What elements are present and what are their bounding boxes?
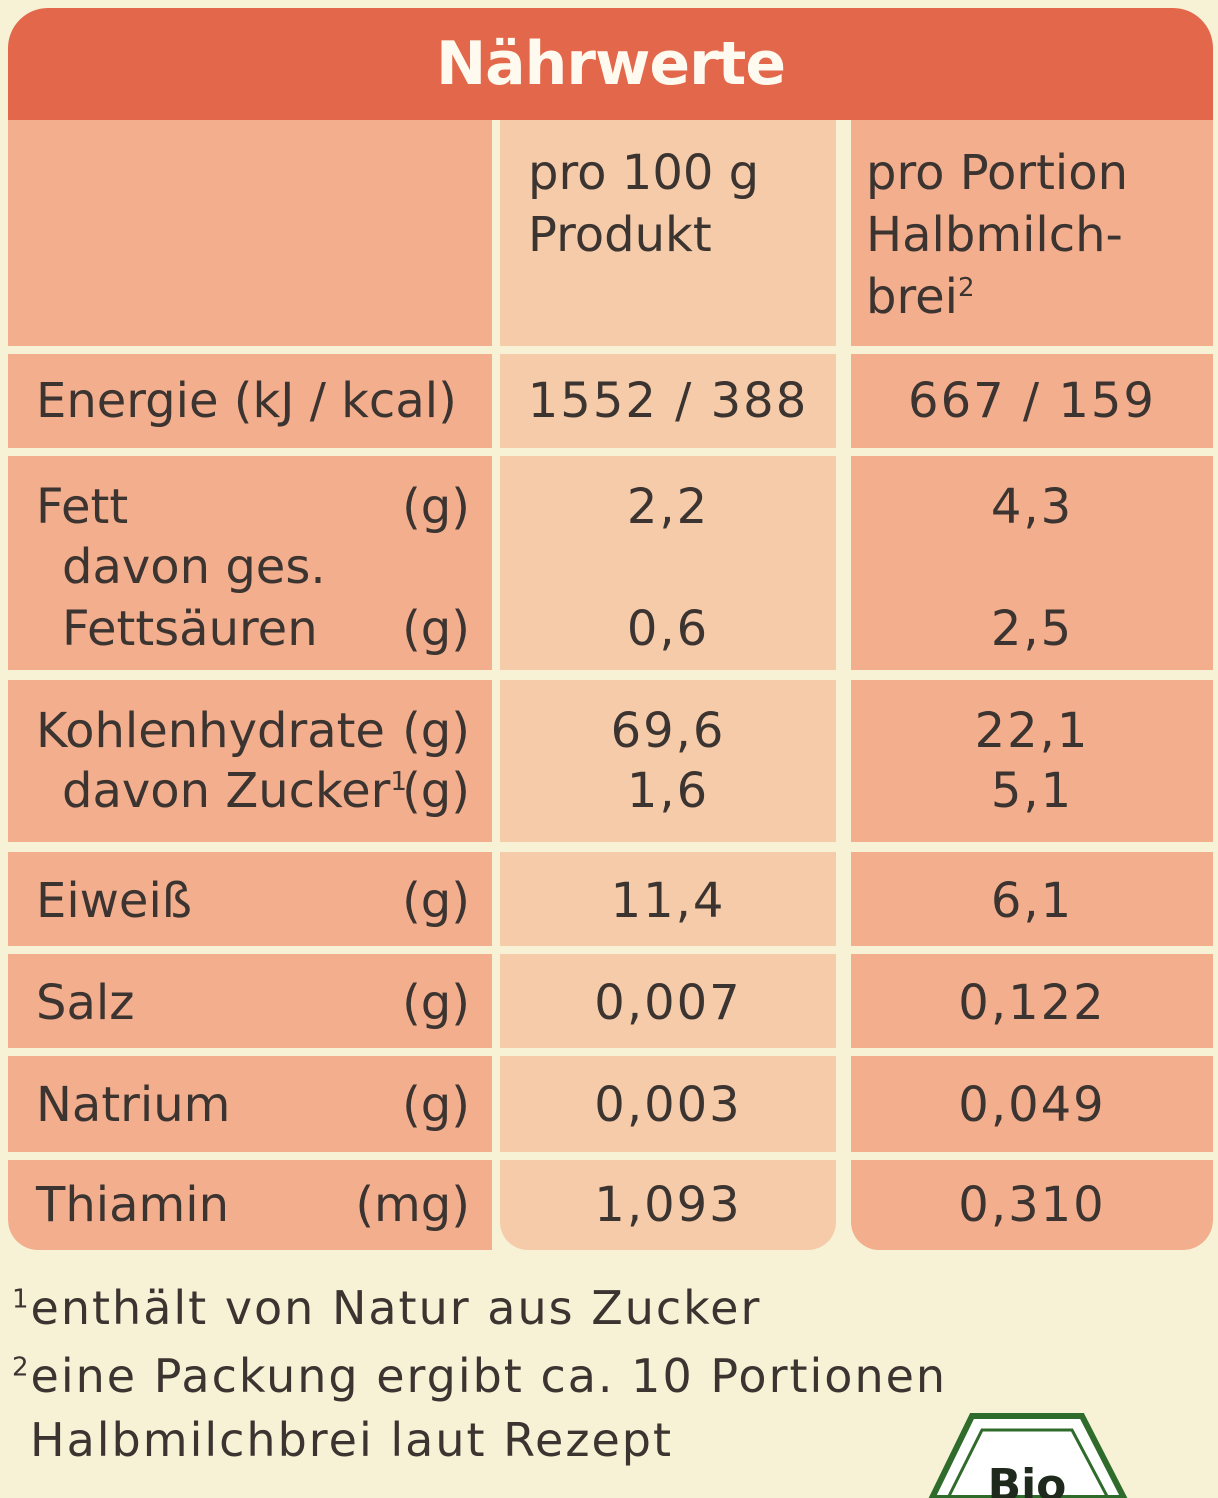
value-eiweiss-100g: 11,4 — [610, 873, 726, 929]
unit-eiweiss: (g) — [402, 873, 470, 929]
label-fett: Fett — [36, 479, 129, 535]
value-fettsaeuren-portion: 2,5 — [990, 601, 1074, 657]
row-label-thiamin: Thiamin (mg) — [8, 1160, 492, 1250]
value-natrium-portion: 0,049 — [958, 1077, 1106, 1133]
label-fettsaeuren: Fettsäuren — [62, 601, 318, 657]
value-fettsaeuren-100g: 0,6 — [626, 601, 710, 657]
value-kohlenhydrate-portion: 22,1 — [974, 703, 1090, 759]
row-portion-fett: 4,3 2,5 — [851, 456, 1213, 670]
label-thiamin: Thiamin — [36, 1177, 230, 1233]
table-title: Nährwerte — [8, 8, 1213, 120]
value-salz-100g: 0,007 — [594, 975, 742, 1031]
value-zucker-portion: 5,1 — [990, 763, 1074, 819]
unit-fettsaeuren: (g) — [402, 601, 470, 657]
row-per100-eiweiss: 11,4 — [500, 852, 836, 946]
bio-seal-logo: Bio — [928, 1413, 1128, 1498]
row-portion-natrium: 0,049 — [851, 1056, 1213, 1152]
value-energie-portion: 667 / 159 — [908, 373, 1156, 429]
footnote-2: 2eine Packung ergibt ca. 10 Portionen — [12, 1349, 948, 1403]
row-per100-kohlenhydrate: 69,6 1,6 — [500, 680, 836, 842]
unit-zucker: (g) — [402, 763, 470, 819]
row-label-salz: Salz (g) — [8, 954, 492, 1048]
label-eiweiss: Eiweiß — [36, 873, 193, 929]
value-kohlenhydrate-100g: 69,6 — [610, 703, 726, 759]
label-natrium: Natrium — [36, 1077, 231, 1133]
header-empty-cell — [8, 120, 492, 346]
row-per100-fett: 2,2 0,6 — [500, 456, 836, 670]
row-label-kohlenhydrate: Kohlenhydrate (g) davon Zucker1 (g) — [8, 680, 492, 842]
value-fett-100g: 2,2 — [626, 479, 710, 535]
unit-salz: (g) — [402, 975, 470, 1031]
header-per-portion: pro Portion Halbmilch- brei2 — [851, 120, 1213, 346]
row-label-fett: Fett (g) davon ges. Fettsäuren (g) — [8, 456, 492, 670]
label-salz: Salz — [36, 975, 135, 1031]
row-per100-salz: 0,007 — [500, 954, 836, 1048]
value-energie-100g: 1552 / 388 — [527, 373, 809, 429]
value-thiamin-portion: 0,310 — [958, 1177, 1106, 1233]
unit-fett: (g) — [402, 479, 470, 535]
header-per-100g: pro 100 g Produkt — [500, 120, 836, 346]
label-davon-ges: davon ges. — [62, 539, 326, 595]
row-per100-energie: 1552 / 388 — [500, 354, 836, 448]
label-kohlenhydrate: Kohlenhydrate — [36, 703, 385, 759]
value-natrium-100g: 0,003 — [594, 1077, 742, 1133]
unit-natrium: (g) — [402, 1077, 470, 1133]
value-zucker-100g: 1,6 — [626, 763, 710, 819]
row-portion-eiweiss: 6,1 — [851, 852, 1213, 946]
unit-thiamin: (mg) — [355, 1177, 470, 1233]
row-per100-thiamin: 1,093 — [500, 1160, 836, 1250]
row-portion-thiamin: 0,310 — [851, 1160, 1213, 1250]
value-salz-portion: 0,122 — [958, 975, 1106, 1031]
value-fett-portion: 4,3 — [990, 479, 1074, 535]
header-per-100g-line1: pro 100 g — [528, 145, 760, 201]
header-per-portion-line1: pro Portion — [866, 145, 1129, 201]
nutrition-table: Nährwerte pro 100 g Produkt pro Portion … — [8, 8, 1213, 1250]
row-label-natrium: Natrium (g) — [8, 1056, 492, 1152]
header-per-portion-line2: Halbmilch- — [866, 207, 1123, 263]
header-per-100g-line2: Produkt — [528, 207, 712, 263]
row-label-eiweiss: Eiweiß (g) — [8, 852, 492, 946]
row-per100-natrium: 0,003 — [500, 1056, 836, 1152]
footnote-1: 1enthält von Natur aus Zucker — [12, 1281, 762, 1335]
row-label-energie: Energie (kJ / kcal) — [8, 354, 492, 448]
header-per-portion-line3: brei2 — [866, 269, 975, 325]
bio-seal-text: Bio — [988, 1460, 1067, 1498]
unit-kohlenhydrate: (g) — [402, 703, 470, 759]
label-energie: Energie (kJ / kcal) — [36, 373, 457, 429]
value-eiweiss-portion: 6,1 — [990, 873, 1074, 929]
footnote-2-continued: Halbmilchbrei laut Rezept — [30, 1413, 674, 1467]
row-portion-energie: 667 / 159 — [851, 354, 1213, 448]
label-zucker: davon Zucker1 — [62, 763, 407, 819]
value-thiamin-100g: 1,093 — [594, 1177, 742, 1233]
row-portion-salz: 0,122 — [851, 954, 1213, 1048]
row-portion-kohlenhydrate: 22,1 5,1 — [851, 680, 1213, 842]
